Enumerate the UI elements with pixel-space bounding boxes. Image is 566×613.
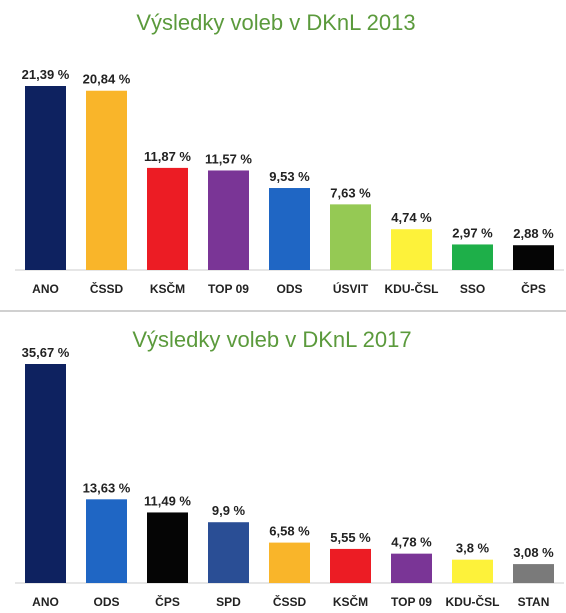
value-label-2013-ods: 9,53 % bbox=[269, 169, 310, 184]
bar-2013-ano bbox=[25, 86, 66, 270]
value-label-2013--ps: 2,88 % bbox=[513, 226, 554, 241]
bar-2013--svit bbox=[330, 204, 371, 270]
value-label-2013-sso: 2,97 % bbox=[452, 225, 493, 240]
category-label-2017-spd: SPD bbox=[216, 595, 241, 608]
value-label-2013-kdu-sl: 4,74 % bbox=[391, 210, 432, 225]
category-label-2017--ssd: ČSSD bbox=[273, 594, 307, 608]
bar-2013-ks-m bbox=[147, 167, 188, 270]
value-label-2017--ssd: 6,58 % bbox=[269, 524, 310, 539]
bar-2017-ks-m bbox=[330, 548, 371, 583]
value-label-2013--ssd: 20,84 % bbox=[83, 72, 131, 87]
category-label-2013--ssd: ČSSD bbox=[90, 281, 124, 296]
value-label-2013--svit: 7,63 % bbox=[330, 185, 371, 200]
category-label-2013-top-09: TOP 09 bbox=[208, 282, 249, 296]
category-label-2013-ks-m: KSČM bbox=[150, 281, 185, 296]
category-label-2017-kdu-sl: KDU-ČSL bbox=[446, 594, 500, 608]
bar-2017--ssd bbox=[269, 542, 310, 583]
value-label-2017-stan: 3,08 % bbox=[513, 545, 554, 560]
bar-2017-spd bbox=[208, 522, 249, 583]
bar-2017-top-09 bbox=[391, 553, 432, 583]
chart-title-2017: Výsledky voleb v DKnL 2017 bbox=[132, 327, 411, 352]
category-label-2017-ods: ODS bbox=[93, 595, 119, 608]
value-label-2013-top-09: 11,57 % bbox=[205, 151, 252, 166]
value-label-2013-ano: 21,39 % bbox=[22, 67, 70, 82]
category-label-2013-ods: ODS bbox=[276, 282, 302, 296]
bar-2013-sso bbox=[452, 244, 493, 270]
value-label-2017-kdu-sl: 3,8 % bbox=[456, 541, 490, 556]
bar-chart-2017: 35,67 % ANO 13,63 % ODS 11,49 % ČPS 9,9 % SPD 6,… bbox=[15, 345, 564, 609]
bar-2013-ods bbox=[269, 188, 310, 270]
category-label-2017--ps: ČPS bbox=[155, 594, 180, 608]
bar-2017--ps bbox=[147, 512, 188, 583]
value-label-2017-top-09: 4,78 % bbox=[391, 535, 432, 550]
bar-2013--ps bbox=[513, 245, 554, 270]
category-label-2013-kdu-sl: KDU-ČSL bbox=[385, 281, 439, 296]
chart-title-2013: Výsledky voleb v DKnL 2013 bbox=[136, 10, 415, 35]
bar-2017-ano bbox=[25, 364, 66, 583]
category-label-2013-sso: SSO bbox=[460, 282, 485, 296]
bar-2013-top-09 bbox=[208, 170, 249, 270]
value-label-2017-ods: 13,63 % bbox=[83, 480, 131, 495]
category-label-2017-stan: STAN bbox=[518, 595, 550, 608]
bar-2017-kdu-sl bbox=[452, 559, 493, 583]
bar-2017-stan bbox=[513, 564, 554, 583]
bar-2017-ods bbox=[86, 499, 127, 583]
value-label-2013-ks-m: 11,87 % bbox=[144, 149, 191, 164]
category-label-2017-top-09: TOP 09 bbox=[391, 595, 432, 608]
value-label-2017-ano: 35,67 % bbox=[22, 345, 70, 360]
category-label-2017-ks-m: KSČM bbox=[333, 594, 368, 608]
bar-2013-kdu-sl bbox=[391, 229, 432, 270]
category-label-2013--ps: ČPS bbox=[521, 281, 546, 296]
value-label-2017-ks-m: 5,55 % bbox=[330, 530, 371, 545]
category-label-2013--svit: ÚSVIT bbox=[333, 281, 369, 296]
category-label-2013-ano: ANO bbox=[32, 282, 59, 296]
category-label-2017-ano: ANO bbox=[32, 595, 59, 608]
bar-chart-2013: 21,39 % ANO 20,84 % ČSSD 11,87 % KSČM 11,57 % T… bbox=[15, 67, 564, 296]
value-label-2017--ps: 11,49 % bbox=[144, 493, 191, 508]
bar-2013--ssd bbox=[86, 90, 127, 270]
value-label-2017-spd: 9,9 % bbox=[212, 503, 246, 518]
